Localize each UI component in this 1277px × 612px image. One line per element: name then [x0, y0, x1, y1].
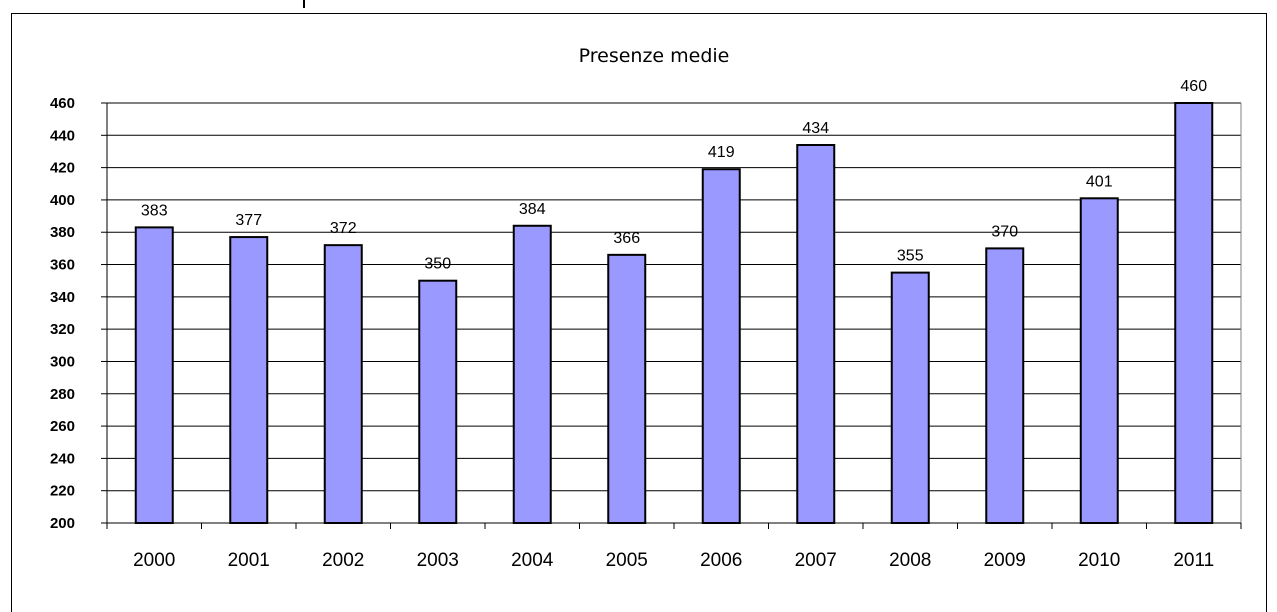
bar-2007 — [796, 144, 836, 524]
y-tick-label-240: 240 — [50, 450, 75, 467]
data-label-2004: 384 — [519, 201, 546, 218]
x-tick-label-2005: 2005 — [606, 550, 648, 571]
data-label-2007: 434 — [802, 120, 829, 137]
x-tick-label-2000: 2000 — [133, 550, 175, 571]
y-tick-label-380: 380 — [50, 224, 75, 241]
grid-lines — [107, 102, 1241, 524]
x-tick-label-2006: 2006 — [700, 550, 742, 571]
x-tick-label-2001: 2001 — [228, 550, 270, 571]
data-label-2005: 366 — [613, 230, 640, 247]
x-tick-label-2003: 2003 — [417, 550, 459, 571]
y-tick-label-280: 280 — [50, 386, 75, 403]
y-tick-label-460: 460 — [50, 95, 75, 112]
data-label-2003: 350 — [424, 256, 451, 273]
bar-2003 — [418, 279, 458, 525]
data-label-2000: 383 — [141, 202, 168, 219]
bar-2008 — [890, 271, 930, 524]
bar-2005 — [607, 253, 647, 524]
bar-2002 — [323, 244, 363, 524]
y-tick-label-420: 420 — [50, 160, 75, 177]
top-edge-fragment — [303, 0, 305, 8]
y-tick-label-320: 320 — [50, 321, 75, 338]
data-label-2008: 355 — [897, 248, 924, 265]
data-label-2001: 377 — [235, 212, 262, 229]
x-tick-label-2008: 2008 — [889, 550, 931, 571]
y-tick-label-220: 220 — [50, 483, 75, 500]
axes — [101, 102, 1242, 529]
x-tick-label-2010: 2010 — [1078, 550, 1120, 571]
data-label-2011: 460 — [1180, 78, 1207, 95]
y-tick-label-400: 400 — [50, 192, 75, 209]
y-tick-labels: 200 220 240 260 280 300 320 340 360 380 400 420 440 4… — [50, 95, 75, 532]
y-tick-label-200: 200 — [50, 515, 75, 532]
bar-2001 — [229, 236, 269, 524]
y-tick-label-360: 360 — [50, 257, 75, 274]
bar-2006 — [701, 168, 741, 524]
y-tick-label-300: 300 — [50, 353, 75, 370]
data-label-2010: 401 — [1086, 173, 1113, 190]
bar-2009 — [985, 247, 1025, 524]
y-tick-label-340: 340 — [50, 289, 75, 306]
x-tick-label-2007: 2007 — [795, 550, 837, 571]
data-label-2009: 370 — [991, 223, 1018, 240]
chart-title: Presenze medie — [579, 45, 730, 67]
bar-2004 — [512, 224, 552, 524]
data-label-2006: 419 — [708, 144, 735, 161]
data-label-2002: 372 — [330, 220, 357, 237]
x-tick-label-2004: 2004 — [511, 550, 554, 571]
x-tick-label-2011: 2011 — [1173, 550, 1214, 571]
x-tick-labels: 2000 2001 2002 2003 2004 2005 2006 2007 2008 2009… — [133, 550, 1214, 571]
y-tick-label-260: 260 — [50, 418, 75, 435]
bar-2010 — [1079, 197, 1119, 525]
bars — [134, 102, 1214, 525]
y-tick-label-440: 440 — [50, 127, 75, 144]
bar-2000 — [134, 226, 174, 524]
x-tick-label-2002: 2002 — [322, 550, 364, 571]
bar-2011 — [1174, 102, 1214, 524]
x-tick-label-2009: 2009 — [984, 550, 1026, 571]
data-labels: 383 377 372 350 384 366 419 434 355 370 401 460 — [141, 78, 1207, 273]
